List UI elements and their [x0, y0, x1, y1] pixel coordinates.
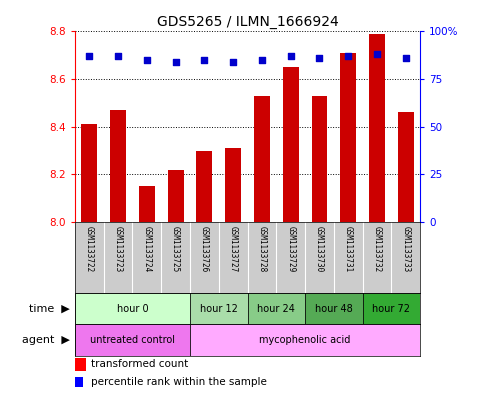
Bar [190, 324, 420, 356]
Point [373, 51, 381, 57]
Text: GSM1133732: GSM1133732 [372, 226, 382, 272]
Text: percentile rank within the sample: percentile rank within the sample [91, 377, 267, 387]
Point [114, 53, 122, 59]
Text: GSM1133725: GSM1133725 [171, 226, 180, 272]
Bar [254, 96, 270, 222]
Bar [225, 148, 241, 222]
Point [344, 53, 352, 59]
Title: GDS5265 / ILMN_1666924: GDS5265 / ILMN_1666924 [156, 15, 339, 29]
Point [287, 53, 295, 59]
Bar [75, 293, 190, 324]
Bar [197, 151, 213, 222]
Text: GSM1133724: GSM1133724 [142, 226, 151, 272]
Text: GSM1133723: GSM1133723 [114, 226, 123, 272]
Bar [75, 377, 84, 387]
Text: hour 0: hour 0 [116, 303, 148, 314]
Bar [398, 112, 414, 222]
Text: time  ▶: time ▶ [29, 303, 70, 314]
Bar [305, 293, 363, 324]
Bar [190, 293, 247, 324]
Text: hour 12: hour 12 [200, 303, 238, 314]
Bar [75, 324, 190, 356]
Text: GSM1133728: GSM1133728 [257, 226, 267, 272]
Bar [369, 34, 385, 222]
Text: hour 72: hour 72 [372, 303, 411, 314]
Text: agent  ▶: agent ▶ [22, 335, 70, 345]
Bar [247, 293, 305, 324]
Text: GSM1133733: GSM1133733 [401, 226, 411, 272]
Text: hour 24: hour 24 [257, 303, 295, 314]
Text: GSM1133722: GSM1133722 [85, 226, 94, 272]
Text: GSM1133727: GSM1133727 [228, 226, 238, 272]
Text: GSM1133726: GSM1133726 [200, 226, 209, 272]
Point [200, 57, 208, 63]
Bar [363, 293, 420, 324]
Bar [110, 110, 126, 222]
Bar [139, 186, 155, 222]
Point [258, 57, 266, 63]
Text: GSM1133729: GSM1133729 [286, 226, 295, 272]
Bar [81, 124, 97, 222]
Bar [341, 53, 356, 222]
Point [172, 59, 180, 65]
Point [143, 57, 151, 63]
Bar [168, 170, 184, 222]
Text: GSM1133730: GSM1133730 [315, 226, 324, 272]
Bar [283, 67, 298, 222]
Text: transformed count: transformed count [91, 359, 189, 369]
Bar [312, 96, 327, 222]
Point [402, 55, 410, 61]
Text: mycophenolic acid: mycophenolic acid [259, 335, 351, 345]
Text: hour 48: hour 48 [315, 303, 353, 314]
Bar [75, 358, 86, 371]
Text: GSM1133731: GSM1133731 [344, 226, 353, 272]
Point [315, 55, 323, 61]
Point [85, 53, 93, 59]
Text: untreated control: untreated control [90, 335, 175, 345]
Point [229, 59, 237, 65]
